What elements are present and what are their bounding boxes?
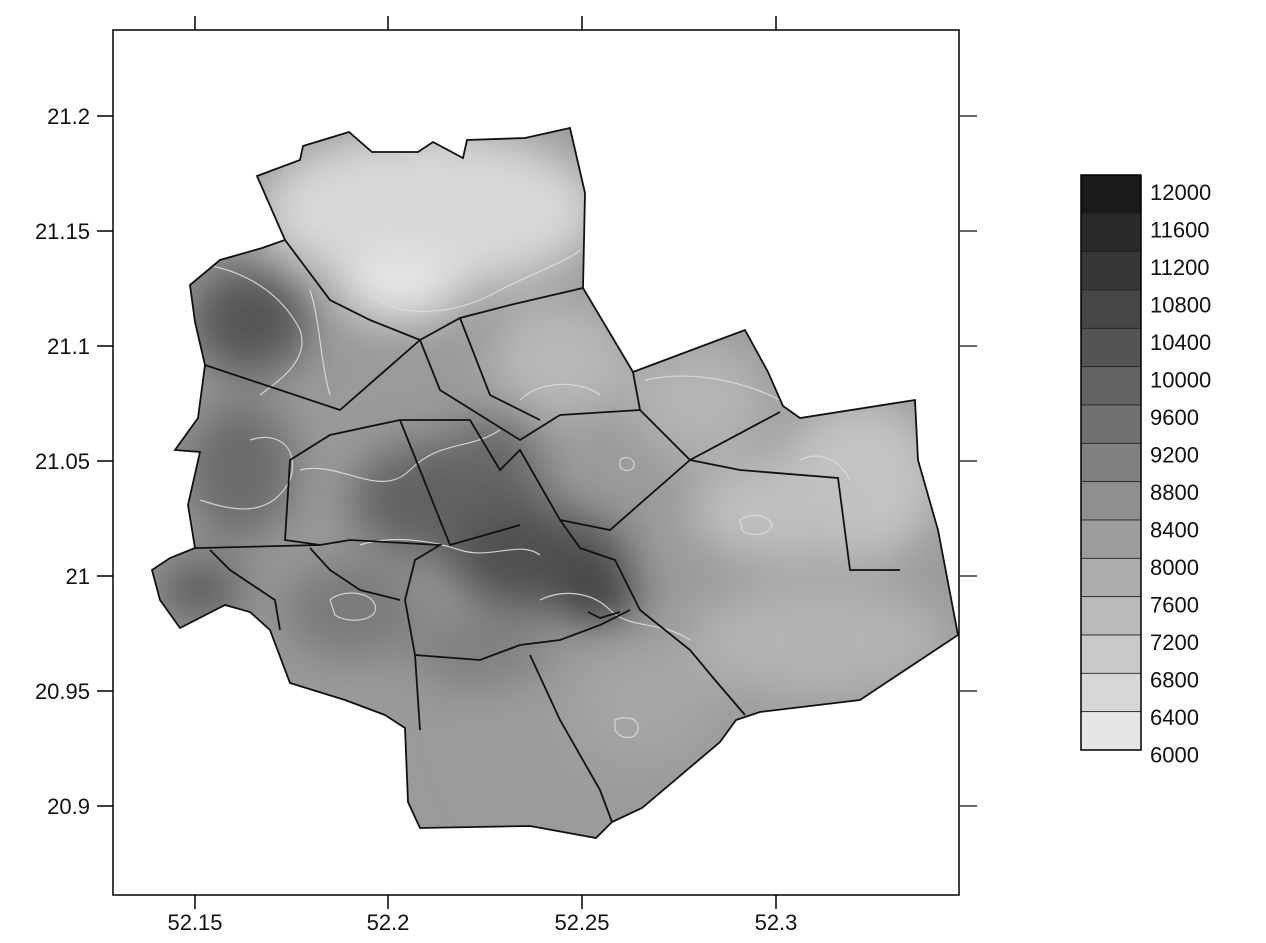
colorbar-label: 7200 xyxy=(1150,630,1199,655)
y-tick-label: 21.2 xyxy=(47,104,90,129)
colorbar-label: 8800 xyxy=(1150,480,1199,505)
x-tick-label: 52.25 xyxy=(554,910,609,935)
colorbar-label: 8000 xyxy=(1150,555,1199,580)
colorbar-band xyxy=(1080,212,1142,253)
colorbar-band xyxy=(1080,519,1142,559)
x-tick-label: 52.3 xyxy=(755,910,798,935)
colorbar-label: 11200 xyxy=(1150,255,1210,280)
colorbar-band xyxy=(1080,442,1142,483)
colorbar-band xyxy=(1080,634,1142,674)
colorbar-label: 10000 xyxy=(1150,368,1211,393)
colorbar-label: 6400 xyxy=(1150,705,1199,730)
x-ticks-bottom xyxy=(194,895,777,909)
y-tick-label: 21.1 xyxy=(47,334,90,359)
colorbar-band xyxy=(1080,174,1142,214)
x-tick-label: 52.2 xyxy=(367,910,410,935)
colorbar-label: 6800 xyxy=(1150,668,1199,693)
y-tick-label: 20.9 xyxy=(47,794,90,819)
colorbar-band xyxy=(1080,251,1142,291)
colorbar-band xyxy=(1080,404,1142,444)
y-tick-label: 21 xyxy=(66,564,90,589)
colorbar-band xyxy=(1080,557,1142,598)
y-tick-labels: 21.2 21.15 21.1 21.05 21 20.95 20.9 xyxy=(35,104,90,819)
district-boundaries xyxy=(150,126,959,839)
colorbar-band xyxy=(1080,366,1142,406)
colorbar-label: 11600 xyxy=(1150,218,1210,243)
x-tick-labels: 52.15 52.2 52.25 52.3 xyxy=(167,910,797,935)
colorbar-band xyxy=(1080,327,1142,368)
colorbar-frame xyxy=(1080,174,1142,751)
colorbar-legend: 12000 11600 11200 10800 10400 10000 9600 9200 88… xyxy=(1080,174,1211,768)
colorbar-label: 10400 xyxy=(1150,330,1211,355)
colorbar-label: 10800 xyxy=(1150,293,1211,318)
colorbar-band xyxy=(1080,596,1142,636)
y-tick-label: 21.05 xyxy=(35,449,90,474)
y-ticks-left xyxy=(97,115,113,807)
colorbar-label: 8400 xyxy=(1150,518,1199,543)
colorbar-band xyxy=(1080,672,1142,713)
y-ticks-right xyxy=(959,115,977,807)
x-ticks-top xyxy=(194,16,777,30)
colorbar-label: 9200 xyxy=(1150,443,1199,468)
colorbar-band xyxy=(1080,289,1142,329)
y-tick-label: 21.15 xyxy=(35,219,90,244)
colorbar-label: 7600 xyxy=(1150,593,1199,618)
x-tick-label: 52.15 xyxy=(167,910,222,935)
colorbar-label: 9600 xyxy=(1150,405,1199,430)
colorbar-label: 6000 xyxy=(1150,743,1199,768)
colorbar-band xyxy=(1080,481,1142,521)
colorbar-band xyxy=(1080,711,1142,751)
colorbar-label: 12000 xyxy=(1150,180,1211,205)
y-tick-label: 20.95 xyxy=(35,679,90,704)
